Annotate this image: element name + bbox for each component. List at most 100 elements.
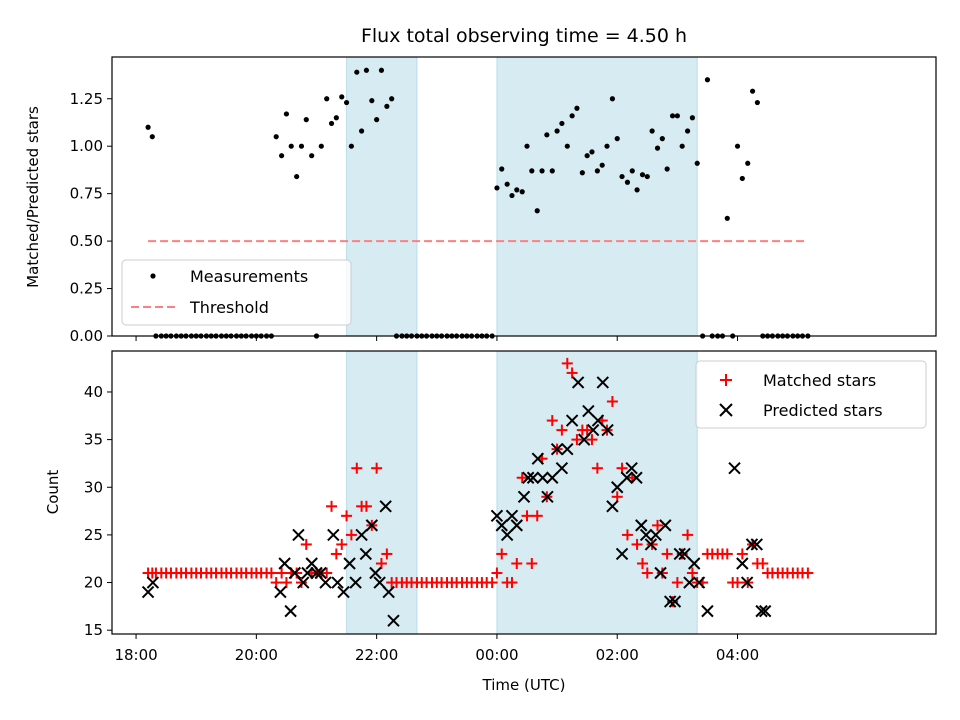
predicted-star-point [349,576,362,589]
matched-star-point [757,557,769,569]
measurement-point [664,166,670,172]
measurement-point [564,143,570,149]
predicted-star-point [565,414,579,427]
bottom-ytick-label: 35 [84,431,103,449]
measurement-point [504,181,510,187]
predicted-star-point [606,500,619,513]
predicted-star-point [546,471,559,484]
measurement-point [609,96,616,102]
predicted-star-point [505,509,519,523]
predicted-star-point [141,585,155,599]
predicted-star-point [596,376,609,389]
bottom-ytick-label: 30 [84,478,103,496]
matched-star-point [566,367,578,379]
x-axis-label: Time (UTC) [482,676,566,694]
measurement-point [534,208,540,214]
measurement-point [745,160,751,166]
predicted-star-point [649,528,662,542]
predicted-star-point [736,557,749,570]
matched-star-point [280,577,292,589]
measurement-point [343,99,350,106]
matched-star-point [656,567,668,579]
bottom-ytick-label: 20 [84,574,103,592]
measurement-point [273,134,279,140]
predicted-star-point [688,557,701,570]
predicted-star-point [365,519,379,532]
bottom-panel: 15 20 25 30 35 40 18:00 20:00 22:00 00:00 02:00 04… [44,350,937,694]
bottom-axes-frame [111,350,937,635]
matched-star-point [586,434,598,446]
top-ytick-label: 0.25 [70,280,103,298]
predicted-star-point [301,566,314,580]
top-y-ticks: 0.00 0.25 0.50 0.75 1.00 1.25 [70,90,112,345]
predicted-star-point [728,461,741,475]
predicted-star-point [319,576,332,589]
matched-star-point [636,557,648,569]
measurement-point [679,143,685,149]
matched-star-point [581,424,593,436]
matched-star-point [360,500,372,512]
predicted-star-point [292,528,305,542]
legend-threshold-label: Threshold [189,298,269,317]
measurement-point [674,113,680,119]
measurement-point [539,168,545,174]
measurement-point [145,124,151,130]
top-ytick-label: 1.25 [70,90,103,108]
matched-star-point [326,500,338,512]
measurement-point [328,120,335,127]
predicted-star-point [500,528,514,542]
bottom-y-ticks: 15 20 25 30 35 40 [84,383,112,639]
predicted-star-point [571,376,585,389]
measurement-point [524,143,530,149]
bottom-shaded-region-0 [346,350,418,635]
legend-matched-marker [720,374,732,386]
predicted-star-point [755,604,768,618]
measurement-point [554,128,560,134]
measurement-point [704,77,711,83]
measurement-point [354,69,360,75]
predicted-star-point [522,471,535,484]
top-legend: Measurements Threshold [121,259,352,326]
matched-star-point [591,462,603,474]
predicted-star-point [620,471,634,484]
matched-star-point [682,529,694,541]
measurement-point [724,215,730,221]
predicted-star-point [550,442,564,456]
predicted-star-point [635,519,648,532]
predicted-star-point [382,585,395,599]
measurement-point [298,143,305,149]
measurement-point [639,172,646,178]
predicted-star-point [297,576,310,589]
predicted-star-point [387,614,400,627]
measurement-point [649,128,655,134]
predicted-star-point [673,547,686,561]
predicted-star-point [314,566,327,580]
matched-star-point [300,538,312,550]
matched-star-point [686,567,698,579]
measurement-point [579,170,585,176]
matched-star-point [802,567,814,579]
measurement-point [369,98,375,104]
measurement-point [589,149,595,155]
measurement-point [509,192,515,199]
measurement-point [754,99,760,106]
matched-star-point [631,538,643,550]
bottom-shaded-regions [346,350,698,635]
matched-star-point [371,462,383,474]
top-x-ticks [135,336,739,341]
matched-star-point [491,567,503,579]
top-shaded-region-0 [346,56,418,337]
measurement-point [594,168,600,174]
predicted-star-point [355,528,368,542]
measurement-point [499,166,505,172]
top-shaded-regions [346,56,698,337]
matched-star-point [641,567,653,579]
measurement-point [624,179,631,185]
matched-star-point [341,510,353,522]
predicted-star-point [654,566,667,580]
predicted-star-point [745,538,759,551]
matched-star-point [291,567,303,579]
measurement-point [519,189,525,195]
predicted-star-point [510,519,523,532]
measurement-point [734,143,741,149]
